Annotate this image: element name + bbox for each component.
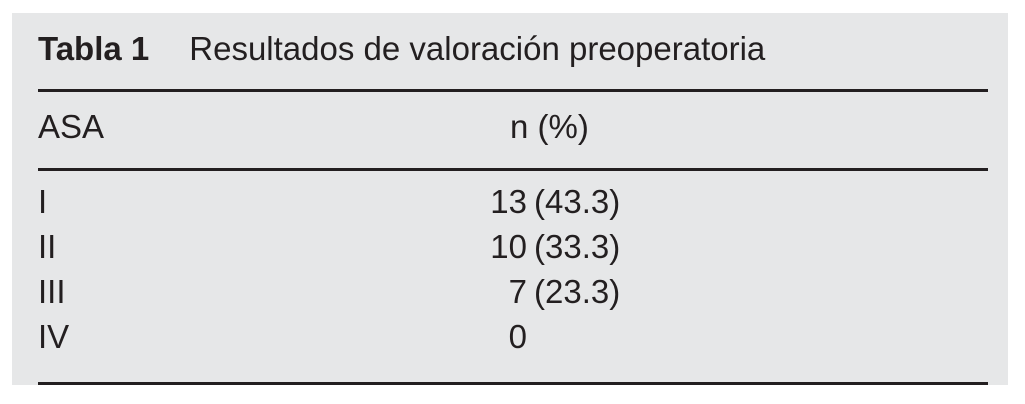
table-panel: Tabla 1 Resultados de valoración preopera…	[12, 13, 1008, 385]
row-value: 0	[481, 314, 534, 359]
table-header-row: ASA n (%)	[12, 105, 1008, 149]
row-asa-class: II	[38, 228, 57, 265]
row-n-count: 10	[490, 228, 527, 265]
row-percent: (23.3)	[534, 273, 621, 310]
rule-under-caption	[38, 89, 988, 92]
table-row: I 13 (43.3)	[12, 179, 1008, 224]
row-value: 10 (33.3)	[481, 224, 620, 269]
row-asa-class: III	[38, 273, 66, 310]
rule-under-header	[38, 168, 988, 171]
row-asa-class: IV	[38, 318, 70, 355]
table-row: III 7 (23.3)	[12, 269, 1008, 314]
rule-table-bottom	[38, 382, 988, 385]
row-n-count: 7	[508, 273, 527, 310]
header-asa: ASA	[38, 108, 105, 145]
row-value: 13 (43.3)	[481, 179, 620, 224]
row-percent: (33.3)	[534, 228, 621, 265]
table-row: IV 0	[12, 314, 1008, 359]
row-n-count: 13	[490, 183, 527, 220]
row-percent: (43.3)	[534, 183, 621, 220]
table-label: Tabla 1	[38, 30, 150, 67]
table-title: Resultados de valoración preoperatoria	[189, 30, 766, 67]
row-value: 7 (23.3)	[481, 269, 621, 314]
row-n-count: 0	[508, 318, 527, 355]
table-caption: Tabla 1 Resultados de valoración preopera…	[38, 27, 765, 71]
table-row: II 10 (33.3)	[12, 224, 1008, 269]
row-asa-class: I	[38, 183, 48, 220]
header-n-percent: n (%)	[510, 108, 589, 145]
table-body: I 13 (43.3) II 10 (33.3) III 7 (23.3) IV 0	[12, 179, 1008, 359]
